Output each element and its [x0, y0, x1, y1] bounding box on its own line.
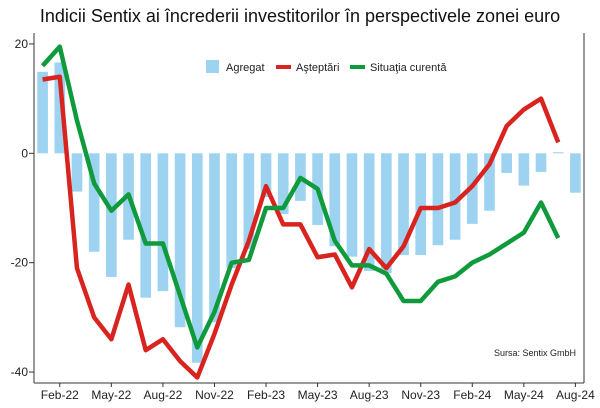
bar-Apr-22: [88, 153, 100, 252]
bar-Jan-23: [243, 153, 255, 250]
bar-Nov-23: [415, 153, 427, 256]
bar-Oct-23: [398, 153, 409, 256]
bar-Jul-24: [552, 152, 564, 154]
x-tick-label-Feb-24: Feb-24: [453, 388, 491, 402]
bar-Apr-24: [501, 153, 512, 173]
x-tick-label-May-22: May-22: [91, 388, 131, 402]
bar-Mar-23: [277, 153, 289, 215]
y-tick-label--40: -40: [11, 365, 29, 379]
bar-Jan-24: [449, 153, 461, 240]
bar-Nov-22: [209, 153, 220, 323]
series-line-Aşteptări: [42, 74, 561, 380]
x-tick-label-Aug-24: Aug-24: [556, 388, 595, 402]
bar-May-24: [518, 153, 530, 186]
source-note: Sursa: Sentix GmbH: [494, 348, 576, 358]
x-tick-label-May-23: May-23: [298, 388, 338, 402]
bar-Mar-24: [484, 153, 495, 211]
bar-May-22: [106, 153, 117, 277]
bar-Jul-22: [140, 153, 152, 298]
bar-Feb-22: [54, 62, 66, 154]
y-tick-label--20: -20: [11, 256, 29, 270]
y-tick-label-20: 20: [15, 37, 29, 51]
bar-Jun-24: [535, 153, 547, 172]
legend-swatch-Agregat: [206, 60, 219, 73]
bar-Jan-22: [37, 71, 48, 154]
legend-label-Situaţia curentă: Situaţia curentă: [370, 62, 447, 74]
bar-Sep-22: [174, 153, 186, 328]
legend-label-Aşteptări: Aşteptări: [296, 62, 339, 74]
x-tick-label-May-24: May-24: [504, 388, 544, 402]
x-tick-label-Nov-23: Nov-23: [401, 388, 440, 402]
series-line-Situaţia curentă: [40, 44, 561, 350]
bar-Jun-23: [329, 153, 341, 247]
bar-Jul-23: [346, 153, 358, 257]
y-tick-label-0: 0: [21, 146, 28, 160]
bar-Feb-23: [260, 153, 272, 198]
bar-Sep-23: [381, 153, 392, 274]
x-tick-label-Nov-22: Nov-22: [195, 388, 234, 402]
bar-Aug-22: [157, 153, 169, 292]
bar-Dec-23: [432, 153, 444, 246]
x-tick-label-Aug-23: Aug-23: [350, 388, 389, 402]
bar-Mar-22: [71, 153, 83, 192]
x-tick-label-Feb-22: Feb-22: [41, 388, 79, 402]
bar-Dec-22: [226, 153, 237, 269]
chart-title: Indicii Sentix ai încrederii investitori…: [39, 6, 561, 26]
bar-Aug-24: [570, 153, 581, 193]
bar-Aug-23: [363, 153, 375, 271]
x-tick-label-Aug-22: Aug-22: [144, 388, 183, 402]
legend-label-Agregat: Agregat: [226, 62, 265, 74]
x-tick-label-Feb-23: Feb-23: [247, 388, 285, 402]
bar-Oct-22: [191, 153, 203, 363]
